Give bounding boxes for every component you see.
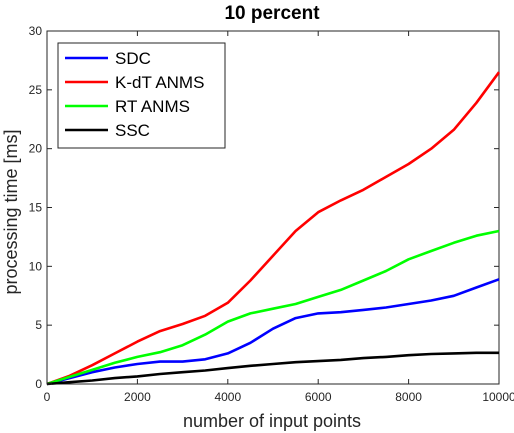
x-tick-label: 8000 xyxy=(395,390,422,404)
x-tick-label: 6000 xyxy=(305,390,332,404)
y-tick-label: 5 xyxy=(35,318,42,332)
y-tick-label: 0 xyxy=(35,377,42,391)
y-tick-label: 20 xyxy=(29,142,43,156)
y-tick-label: 25 xyxy=(29,83,43,97)
x-tick-label: 10000 xyxy=(482,390,514,404)
series-line-rt-anms xyxy=(46,229,500,386)
y-tick-label: 10 xyxy=(29,259,43,273)
x-tick-label: 0 xyxy=(44,390,51,404)
y-axis-label: processing time [ms] xyxy=(1,129,21,294)
y-tick-label: 30 xyxy=(29,24,43,38)
series-line-k-dt-anms xyxy=(46,71,501,386)
legend-label-k-dt-anms: K-dT ANMS xyxy=(115,73,204,92)
x-axis-label: number of input points xyxy=(183,411,361,431)
legend: SDC K-dT ANMS RT ANMS SSC xyxy=(57,42,226,149)
legend-label-sdc: SDC xyxy=(115,49,151,68)
x-tick-label: 2000 xyxy=(124,390,151,404)
legend-label-rt-anms: RT ANMS xyxy=(115,97,190,116)
series-line-sdc xyxy=(46,278,500,386)
legend-label-ssc: SSC xyxy=(115,121,150,140)
plot-area: 0 2000 4000 6000 8000 10000 0 5 10 15 20 25 30 xyxy=(29,24,514,404)
y-tick-label: 15 xyxy=(29,201,43,215)
series-line-ssc xyxy=(46,351,499,386)
x-tick-label: 4000 xyxy=(214,390,241,404)
chart-title: 10 percent xyxy=(224,3,320,24)
